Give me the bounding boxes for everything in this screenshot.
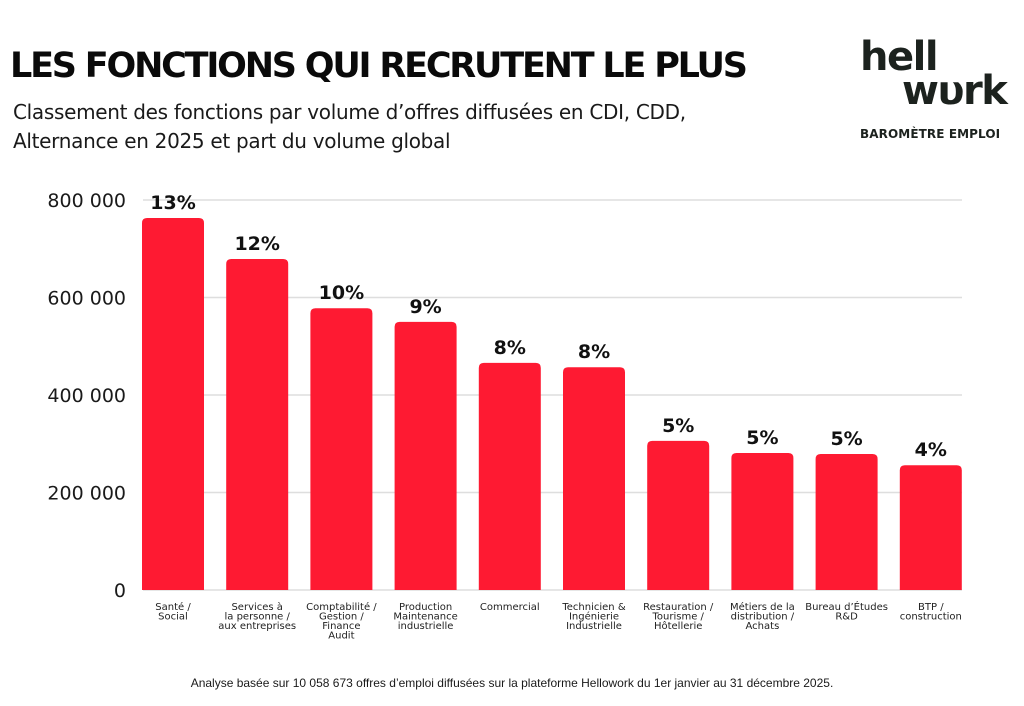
y-axis-labels: 0 200 000 400 000 600 000 800 000 bbox=[47, 190, 126, 602]
x-tick-label: Restauration / Tourisme / Hôtellerie bbox=[643, 602, 714, 632]
x-tick-label: Santé / Social bbox=[155, 601, 191, 623]
bar bbox=[899, 465, 962, 590]
data-labels: 13% 12% 10% 9% 8% 8% 5% 5% 5% 4% bbox=[150, 192, 947, 461]
page-subtitle: Classement des fonctions par volume d’of… bbox=[13, 98, 793, 156]
bar bbox=[563, 367, 625, 590]
bar bbox=[815, 453, 878, 590]
x-tick-label: Commercial bbox=[480, 602, 540, 613]
data-label: 8% bbox=[494, 337, 526, 359]
data-label: 5% bbox=[830, 428, 862, 450]
x-tick-label: Comptabilité / Gestion / Finance Audit bbox=[306, 601, 377, 642]
footnote: Analyse basée sur 10 058 673 offres d’em… bbox=[190, 676, 834, 690]
page-title: LES FONCTIONS QUI RECRUTENT LE PLUS bbox=[10, 46, 748, 86]
y-tick-label: 200 000 bbox=[47, 483, 126, 505]
bar bbox=[394, 321, 457, 590]
x-tick-label: Services à la personne / aux entreprises bbox=[218, 601, 296, 632]
logo-tagline: BAROMÈTRE EMPLOI bbox=[860, 127, 1001, 141]
x-tick-label: Technicien & Ingénierie Industrielle bbox=[561, 602, 625, 632]
x-tick-label: Métiers de la distribution / Achats bbox=[730, 601, 795, 632]
bar bbox=[478, 362, 541, 590]
y-tick-label: 400 000 bbox=[47, 385, 126, 407]
bar bbox=[226, 258, 289, 590]
data-label: 5% bbox=[662, 415, 694, 437]
data-label: 13% bbox=[150, 192, 195, 214]
bar bbox=[731, 453, 794, 590]
y-tick-label: 0 bbox=[114, 580, 126, 602]
logo-wordmark-top: hell bbox=[860, 34, 939, 80]
data-label: 8% bbox=[578, 341, 610, 363]
x-tick-label: Bureau d’Études R&D bbox=[805, 600, 888, 623]
subtitle-line-1: Classement des fonctions par volume d’of… bbox=[13, 100, 686, 124]
y-tick-label: 800 000 bbox=[47, 190, 126, 212]
x-tick-label: Production Maintenance industrielle bbox=[393, 602, 457, 632]
y-tick-label: 600 000 bbox=[47, 288, 126, 310]
bar bbox=[142, 218, 204, 590]
subtitle-line-2: Alternance en 2025 et part du volume glo… bbox=[13, 129, 451, 153]
bar bbox=[647, 440, 710, 590]
logo-wordmark-bottom: wυrk bbox=[902, 68, 1008, 114]
data-label: 5% bbox=[746, 427, 778, 449]
bar bbox=[310, 308, 373, 590]
x-axis-labels: Santé / Social Services à la personne / aux … bbox=[155, 600, 962, 642]
x-tick-label: BTP / construction bbox=[900, 602, 962, 623]
data-label: 4% bbox=[915, 439, 947, 461]
data-label: 12% bbox=[234, 233, 279, 255]
data-label: 9% bbox=[409, 296, 441, 318]
bars bbox=[142, 218, 962, 590]
data-label: 10% bbox=[319, 282, 364, 304]
